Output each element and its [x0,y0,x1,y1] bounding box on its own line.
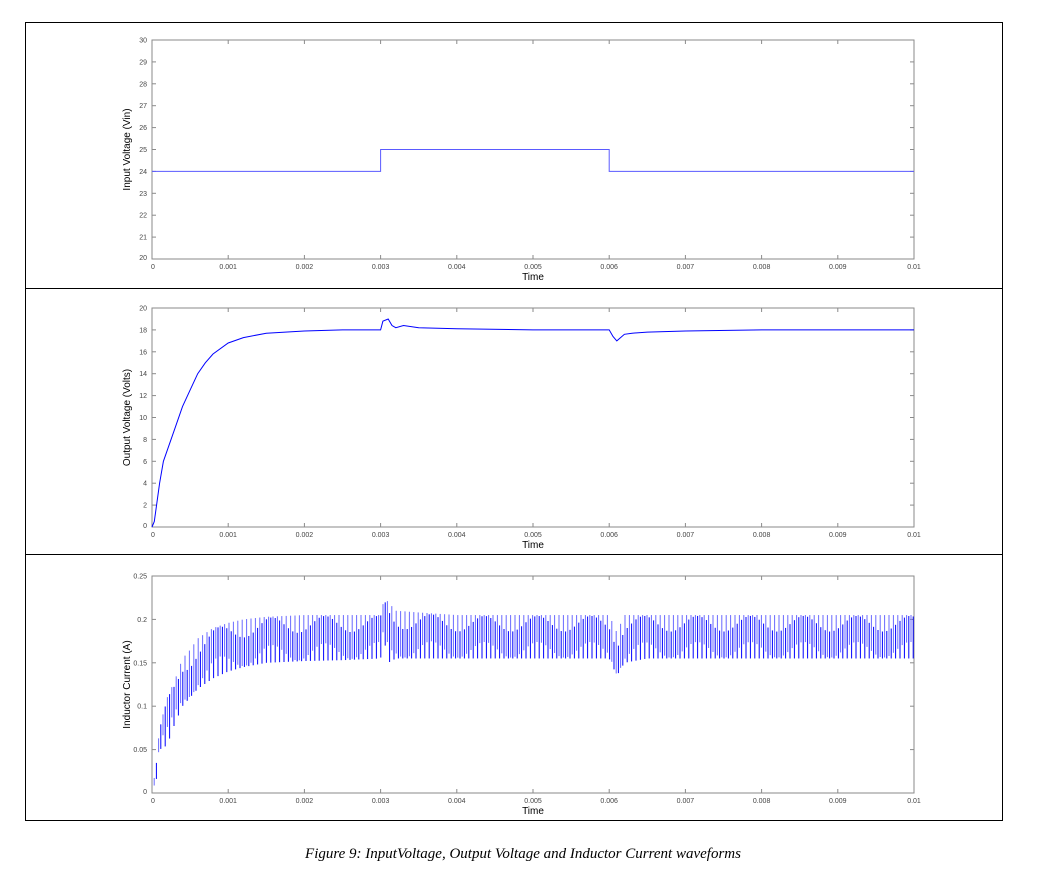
y-tick-label: 4 [143,481,147,488]
x-tick-label: 0.001 [219,532,237,539]
x-tick-label: 0.01 [907,264,921,271]
x-tick-label: 0.007 [677,532,695,539]
x-axis-label: Time [522,540,544,551]
y-tick-label: 0.05 [133,747,147,754]
y-tick-label: 28 [139,81,147,88]
chart-2: 0 0.001 0.002 0.003 0.004 0.005 0.006 0.007 0.00… [122,306,921,552]
y-tick-label: 20 [139,255,147,262]
x-axis-label: Time [522,272,544,283]
y-tick-label: 12 [139,393,147,400]
x-tick-label: 0.004 [448,798,466,805]
series-line-Vin [152,149,914,172]
y-tick-label: 21 [139,235,147,242]
y-tick-label: 2 [143,503,147,510]
y-tick-label: 10 [139,415,147,422]
x-tick-label: 0.005 [524,264,542,271]
y-axis-label: Inductor Current (A) [122,640,133,728]
x-tick-label: 0.003 [372,264,390,271]
x-tick-label: 0.002 [296,264,314,271]
x-tick-label: 0.01 [907,798,921,805]
x-tick-label: 0.005 [524,532,542,539]
y-tick-label: 25 [139,147,147,154]
x-tick-label: 0.008 [753,264,771,271]
plot-area [151,307,915,528]
x-tick-label: 0.003 [372,798,390,805]
x-tick-label: 0.001 [219,264,237,271]
chart-1: 0 0.001 0.002 0.003 0.004 0.005 0.006 0.007 0.00… [122,38,921,284]
y-tick-label: 30 [139,38,147,45]
x-tick-label: 0.002 [296,798,314,805]
y-tick-label: 23 [139,191,147,198]
figure-caption: Figure 9: InputVoltage, Output Voltage a… [305,846,741,862]
x-tick-label: 0.007 [677,798,695,805]
y-tick-label: 29 [139,59,147,66]
plot-area [151,575,915,794]
x-tick-label: 0.006 [600,532,618,539]
y-tick-label: 18 [139,327,147,334]
y-tick-label: 8 [143,437,147,444]
x-tick-label: 0.009 [829,532,847,539]
chart-3: 0 0.001 0.002 0.003 0.004 0.005 0.006 0.007 0.00… [122,574,921,818]
x-tick-label: 0.004 [448,532,466,539]
y-axis-label: Input Voltage (Vin) [122,108,133,190]
y-tick-label: 0 [143,523,147,530]
y-tick-label: 0 [143,789,147,796]
x-tick-label: 0.006 [600,264,618,271]
x-tick-label: 0 [151,532,155,539]
y-tick-label: 0.15 [133,660,147,667]
y-tick-label: 14 [139,371,147,378]
x-tick-label: 0.006 [600,798,618,805]
y-tick-label: 24 [139,169,147,176]
x-tick-label: 0.01 [907,532,921,539]
y-tick-label: 26 [139,125,147,132]
y-tick-label: 0.2 [137,617,147,624]
x-tick-label: 0.007 [677,264,695,271]
y-tick-label: 6 [143,459,147,466]
x-tick-label: 0 [151,798,155,805]
y-tick-label: 20 [139,306,147,313]
y-tick-label: 27 [139,103,147,110]
x-tick-label: 0.004 [448,264,466,271]
x-tick-label: 0.003 [372,532,390,539]
x-tick-label: 0.005 [524,798,542,805]
y-tick-label: 0.1 [137,704,147,711]
y-tick-label: 16 [139,349,147,356]
y-tick-label: 0.25 [133,574,147,581]
series-line-Vout [151,318,914,528]
x-tick-label: 0 [151,264,155,271]
x-axis-label: Time [522,806,544,817]
x-tick-label: 0.009 [829,264,847,271]
x-tick-label: 0.002 [296,532,314,539]
x-tick-label: 0.008 [753,798,771,805]
panel-inductor-current [25,554,1003,821]
series-ripple-band [153,601,914,786]
x-tick-label: 0.008 [753,532,771,539]
x-tick-label: 0.001 [219,798,237,805]
y-axis-label: Output Voltage (Volts) [122,369,133,466]
x-tick-label: 0.009 [829,798,847,805]
y-tick-label: 22 [139,213,147,220]
